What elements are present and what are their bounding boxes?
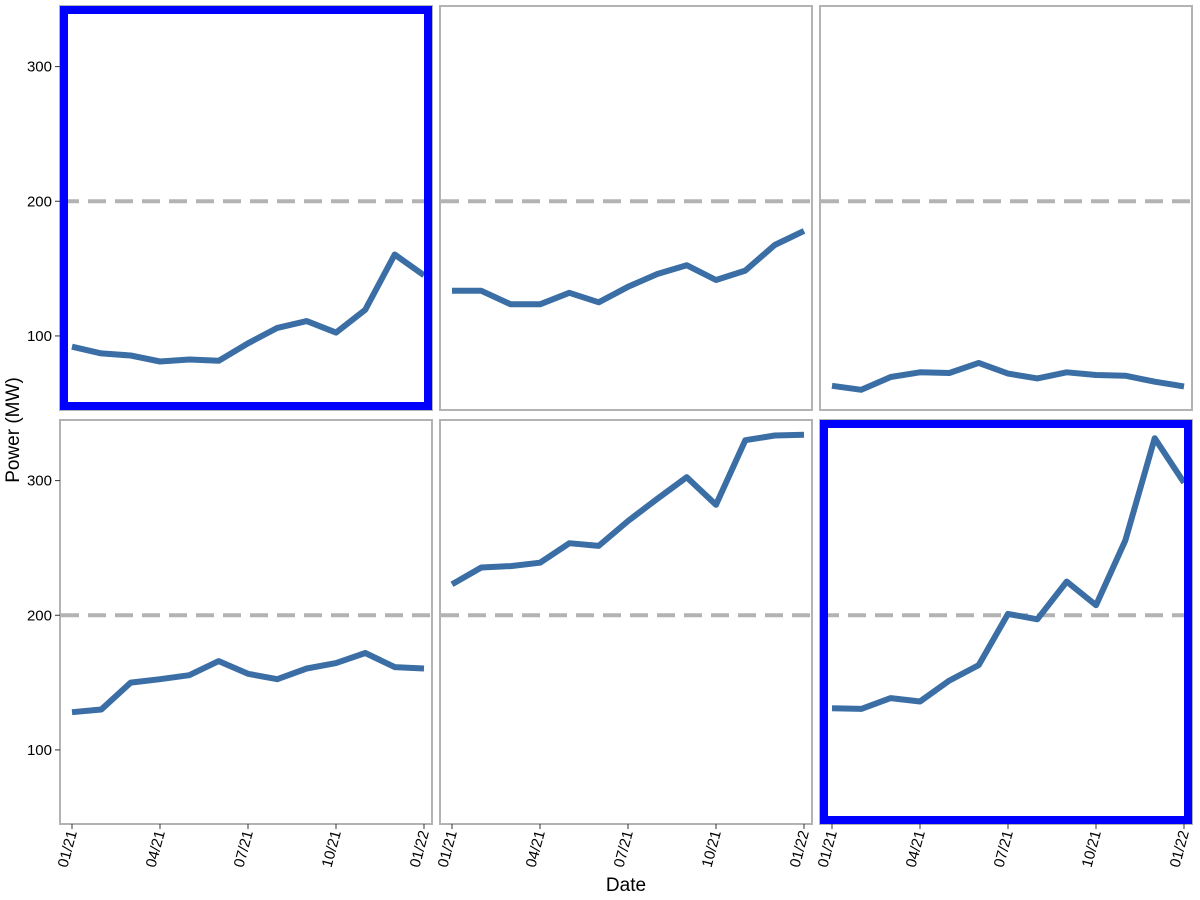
highlight-border <box>60 6 432 410</box>
x-tick-label: 04/21 <box>523 829 549 870</box>
highlight-border <box>820 420 1192 824</box>
y-tick-label: 100 <box>27 742 52 759</box>
x-tick-label: 01/21 <box>55 829 81 870</box>
series-line <box>71 251 426 365</box>
x-tick-label: 07/21 <box>611 829 637 870</box>
x-tick-label: 01/21 <box>815 829 841 870</box>
panel-frame <box>819 5 1193 411</box>
x-tick-label: 01/21 <box>435 829 461 870</box>
y-tick-label: 200 <box>27 193 52 210</box>
y-tick-label: 200 <box>27 607 52 624</box>
x-axes: 01/21 04/21 07/21 10/21 01/22 01/21 04/21 07/21… <box>55 824 1193 869</box>
panel-frame <box>59 419 433 825</box>
panel-frame <box>439 419 813 825</box>
x-tick-label: 07/21 <box>231 829 257 870</box>
panel-1-2 <box>439 5 813 411</box>
x-tick-label: 10/21 <box>319 829 345 870</box>
x-tick-label: 04/21 <box>143 829 169 870</box>
y-axes: 100 200 300 100 200 300 <box>27 59 60 759</box>
x-tick-label: 10/21 <box>699 829 725 870</box>
x-tick-label: 01/22 <box>1167 829 1193 870</box>
x-tick-label: 01/22 <box>407 829 433 870</box>
panel-1-3 <box>819 5 1193 411</box>
panels <box>59 5 1193 825</box>
x-axis-title: Date <box>606 875 646 896</box>
panel-1-1 <box>59 5 433 411</box>
y-tick-label: 300 <box>27 59 52 76</box>
series-line <box>71 650 425 716</box>
panel-2-2 <box>439 419 813 825</box>
x-tick-label: 07/21 <box>991 829 1017 870</box>
x-tick-label: 01/22 <box>787 829 813 870</box>
series-line <box>831 359 1185 393</box>
panel-2-3 <box>819 419 1193 825</box>
series-line <box>452 228 806 308</box>
x-tick-label: 04/21 <box>903 829 929 870</box>
y-tick-label: 100 <box>27 328 52 345</box>
y-tick-label: 300 <box>27 473 52 490</box>
y-axis-title: Power (MW) <box>3 377 24 483</box>
series-line <box>450 431 805 587</box>
panel-2-1 <box>59 419 433 825</box>
x-tick-label: 10/21 <box>1079 829 1105 870</box>
series-line <box>831 435 1187 712</box>
panel-frame <box>59 5 433 411</box>
panel-frame <box>439 5 813 411</box>
